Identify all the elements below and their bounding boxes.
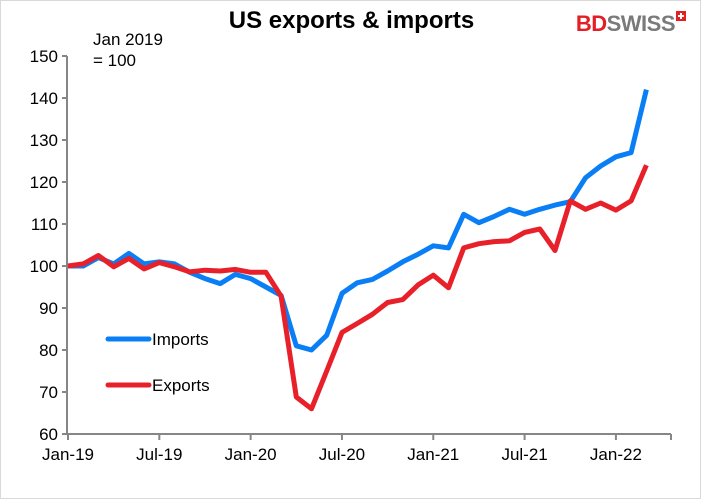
x-tick-label: Jul-21 <box>501 445 547 464</box>
y-tick-label: 70 <box>39 383 58 402</box>
legend-label-imports: Imports <box>152 330 209 349</box>
y-tick-label: 140 <box>30 89 58 108</box>
chart-title: US exports & imports <box>228 7 475 34</box>
x-tick-label: Jul-20 <box>319 445 365 464</box>
bdswiss-logo: BDSWISS <box>576 11 686 37</box>
y-tick-label: 80 <box>39 341 58 360</box>
series-line-imports <box>68 89 649 353</box>
index-note-line-1: Jan 2019 <box>93 30 163 49</box>
y-tick-label: 90 <box>39 299 58 318</box>
y-tick-label: 150 <box>30 47 58 66</box>
x-tick-label: Jan-20 <box>225 445 277 464</box>
y-tick-label: 120 <box>30 173 58 192</box>
x-tick-label: Jan-22 <box>590 445 642 464</box>
x-tick-label: Jan-21 <box>407 445 459 464</box>
series-line-exports <box>67 164 649 412</box>
y-tick-label: 110 <box>31 215 58 234</box>
swiss-cross-icon <box>676 11 686 21</box>
y-tick-label: 60 <box>39 425 58 444</box>
index-note: Jan 2019 = 100 <box>93 29 163 71</box>
y-tick-label: 130 <box>30 131 58 150</box>
legend-label-exports: Exports <box>152 376 210 395</box>
x-tick-label: Jul-19 <box>136 445 182 464</box>
y-tick-label: 100 <box>30 257 58 276</box>
index-note-line-2: = 100 <box>93 51 137 70</box>
x-tick-label: Jan-19 <box>42 445 94 464</box>
